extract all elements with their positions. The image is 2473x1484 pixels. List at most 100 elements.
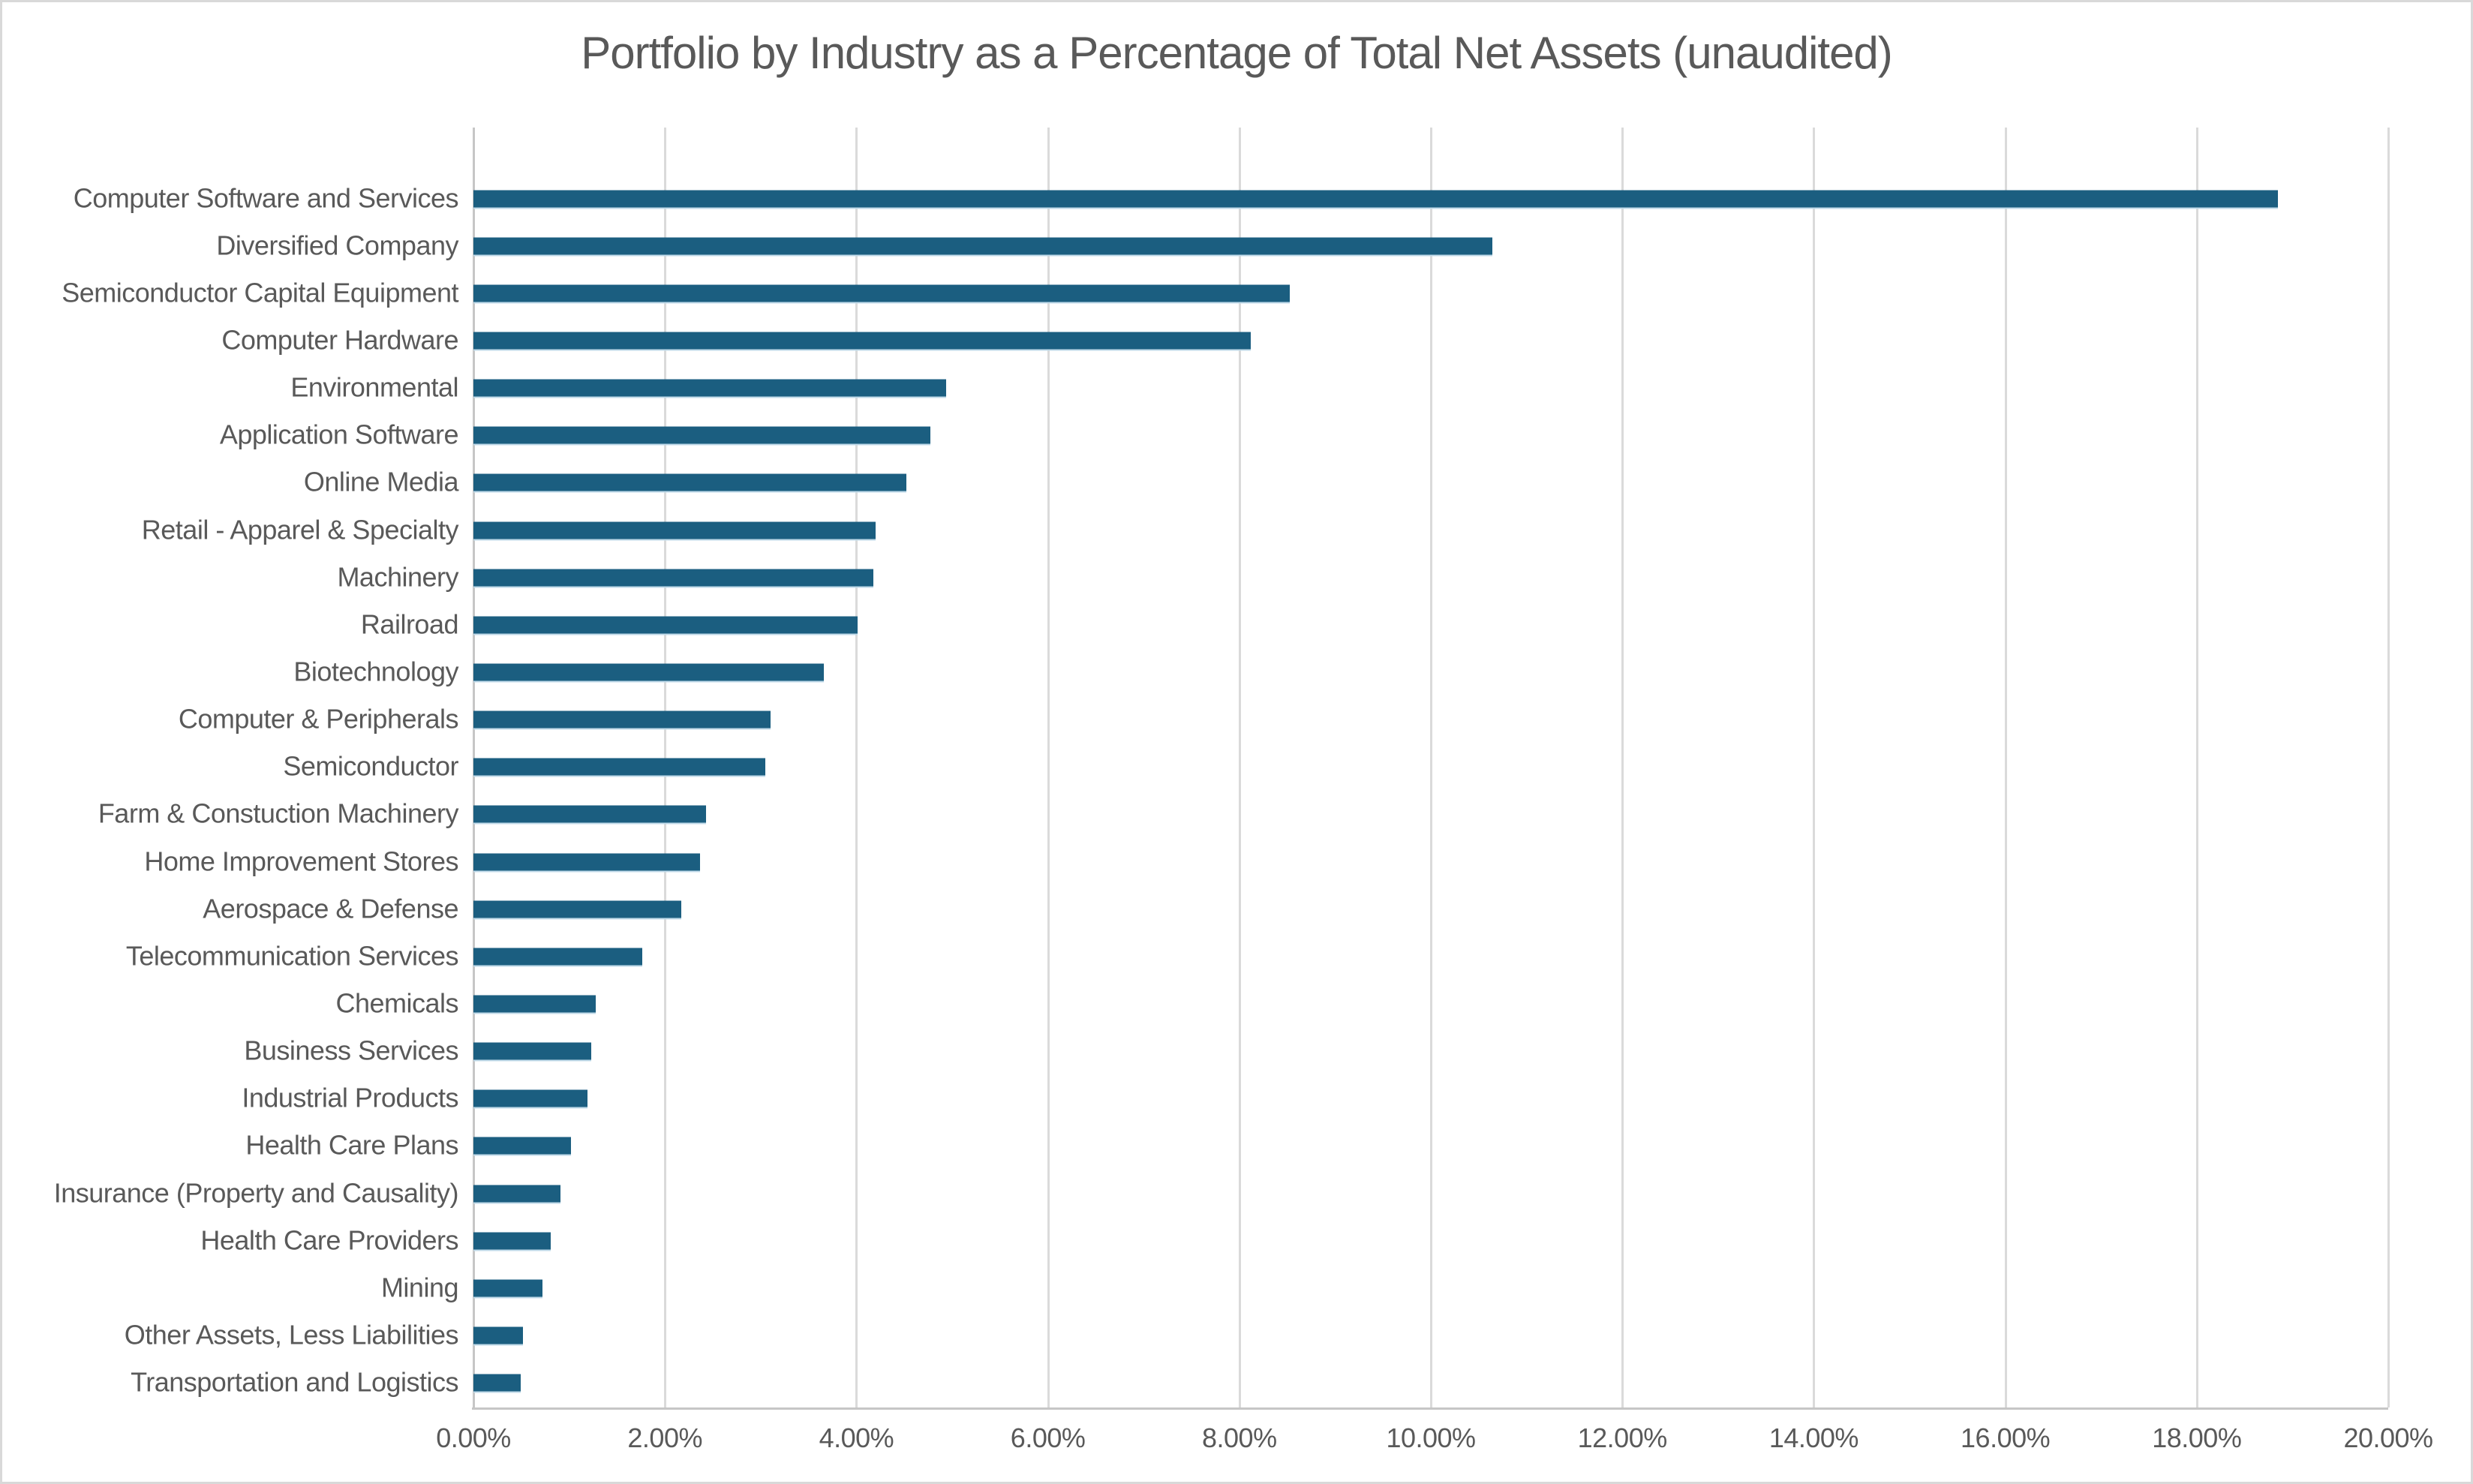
x-tick-label: 14.00% — [1768, 1422, 1859, 1453]
category-label: Other Assets, Less Liabilities — [124, 1319, 459, 1350]
bar — [473, 1326, 524, 1346]
bar — [473, 473, 906, 493]
category-label: Industrial Products — [242, 1082, 458, 1113]
bar-row: Diversified Company — [0, 223, 2473, 270]
bar — [473, 900, 681, 920]
category-label: Insurance (Property and Causality) — [53, 1176, 459, 1208]
category-label: Semiconductor Capital Equipment — [62, 277, 458, 308]
bar — [473, 190, 2279, 209]
bar — [473, 332, 1252, 351]
x-tick-label: 20.00% — [2343, 1422, 2433, 1453]
bar-row: Home Improvement Stores — [0, 839, 2473, 886]
bar — [473, 758, 766, 777]
category-label: Semiconductor — [283, 750, 458, 782]
category-label: Home Improvement Stores — [144, 845, 458, 876]
bar-row: Insurance (Property and Causality) — [0, 1170, 2473, 1218]
bar-row: Aerospace & Defense — [0, 886, 2473, 933]
category-label: Machinery — [337, 561, 458, 593]
bar-row: Health Care Providers — [0, 1218, 2473, 1265]
x-axis-line — [472, 1407, 2388, 1410]
bar-row: Mining — [0, 1265, 2473, 1312]
bar-row: Computer Hardware — [0, 317, 2473, 365]
bar-row: Chemicals — [0, 981, 2473, 1028]
bar-row: Computer & Peripherals — [0, 697, 2473, 744]
category-label: Computer Hardware — [221, 324, 458, 356]
bar — [473, 1232, 551, 1251]
bar — [473, 569, 874, 588]
category-label: Telecommunication Services — [125, 940, 459, 972]
category-label: Chemicals — [335, 987, 458, 1019]
bar — [473, 995, 596, 1014]
bar-row: Telecommunication Services — [0, 933, 2473, 981]
category-label: Environmental — [290, 371, 458, 403]
bar — [473, 1374, 521, 1393]
bar — [473, 805, 707, 825]
category-label: Business Services — [244, 1035, 458, 1066]
bar — [473, 853, 701, 873]
category-label: Application Software — [219, 419, 459, 450]
category-label: Railroad — [360, 608, 459, 640]
category-label: Health Care Providers — [200, 1224, 458, 1255]
category-label: Retail - Apparel & Specialty — [141, 513, 459, 545]
category-label: Aerospace & Defense — [203, 892, 458, 924]
category-label: Computer Software and Services — [73, 182, 459, 213]
category-label: Transportation and Logistics — [131, 1366, 458, 1398]
bar-row: Semiconductor — [0, 744, 2473, 792]
gridline — [2387, 128, 2390, 1407]
bar — [473, 521, 876, 541]
bar-row: Retail - Apparel & Specialty — [0, 507, 2473, 554]
bar-row: Other Assets, Less Liabilities — [0, 1312, 2473, 1359]
bar-row: Transportation and Logistics — [0, 1360, 2473, 1407]
x-tick-label: 10.00% — [1386, 1422, 1476, 1453]
bar-row: Biotechnology — [0, 649, 2473, 696]
bar — [473, 379, 947, 398]
gridline — [2004, 128, 2007, 1407]
bar — [473, 1279, 542, 1299]
bar-row: Railroad — [0, 602, 2473, 649]
category-label: Biotechnology — [293, 656, 458, 687]
bar — [473, 237, 1492, 257]
bar-row: Computer Software and Services — [0, 176, 2473, 223]
gridline — [1430, 128, 1432, 1407]
bar-row: Environmental — [0, 365, 2473, 413]
bar — [473, 948, 642, 967]
bar — [473, 1089, 587, 1109]
bar — [473, 1185, 561, 1204]
x-tick-label: 6.00% — [1010, 1422, 1086, 1453]
gridline — [1813, 128, 1816, 1407]
gridline — [1238, 128, 1241, 1407]
category-label: Diversified Company — [216, 230, 458, 261]
bar-row: Business Services — [0, 1029, 2473, 1076]
x-tick-label: 18.00% — [2152, 1422, 2242, 1453]
bar — [473, 1137, 572, 1156]
x-tick-label: 4.00% — [819, 1422, 894, 1453]
bar-row: Health Care Plans — [0, 1123, 2473, 1170]
category-label: Health Care Plans — [245, 1129, 458, 1161]
gridline — [2195, 128, 2198, 1407]
gridline — [1047, 128, 1050, 1407]
bar-row: Application Software — [0, 413, 2473, 460]
bar-row: Online Media — [0, 460, 2473, 507]
bar-row: Farm & Constuction Machinery — [0, 792, 2473, 839]
bar — [473, 1042, 591, 1062]
x-tick-label: 2.00% — [627, 1422, 702, 1453]
category-label: Online Media — [303, 466, 459, 497]
chart-title: Portfolio by Industry as a Percentage of… — [581, 28, 1893, 78]
category-label: Computer & Peripherals — [178, 703, 459, 734]
bar — [473, 426, 930, 446]
bar — [473, 710, 771, 730]
category-label: Mining — [380, 1272, 459, 1303]
bar-row: Industrial Products — [0, 1076, 2473, 1123]
bar — [473, 663, 825, 683]
x-axis-ticks: 0.00% 2.00% 4.00% 6.00% 8.00% 10.00% 12.00% 14.… — [436, 1422, 2433, 1460]
x-tick-label: 8.00% — [1202, 1422, 1277, 1453]
bar — [473, 616, 858, 635]
x-tick-label: 0.00% — [436, 1422, 511, 1453]
category-label: Farm & Constuction Machinery — [98, 798, 459, 829]
bar — [473, 284, 1291, 304]
gridline — [855, 128, 858, 1407]
x-tick-label: 12.00% — [1577, 1422, 1668, 1453]
bar-row: Machinery — [0, 554, 2473, 602]
bar-rows-layer: Computer Software and Services Diversifie… — [0, 128, 2473, 1407]
x-tick-label: 16.00% — [1961, 1422, 2051, 1453]
